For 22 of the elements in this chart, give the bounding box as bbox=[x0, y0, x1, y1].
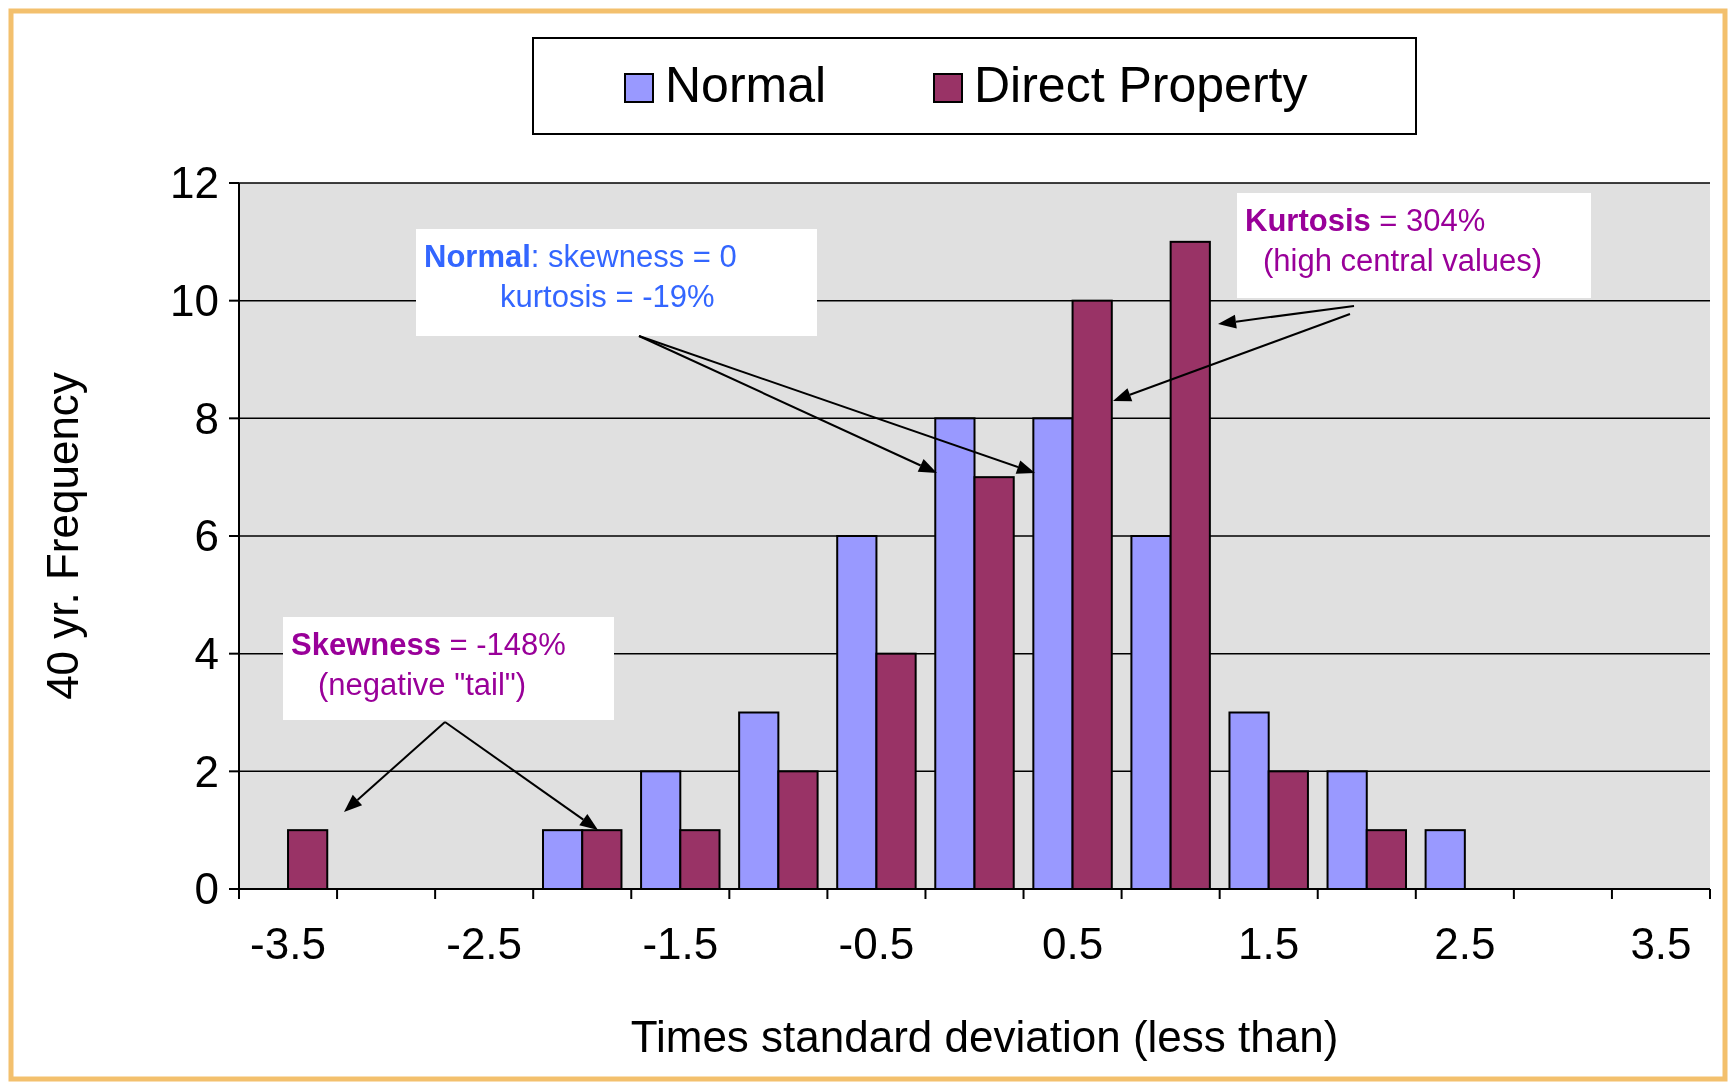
annotation: Normal: skewness = 0 kurtosis = -19% bbox=[424, 239, 737, 314]
y-tick-label: 6 bbox=[194, 511, 219, 561]
y-tick-label: 4 bbox=[194, 629, 219, 679]
y-tick-label: 8 bbox=[194, 393, 219, 443]
x-tick-label: -0.5 bbox=[838, 919, 915, 968]
y-tick-label: 12 bbox=[170, 158, 219, 208]
x-axis-title: Times standard deviation (less than) bbox=[630, 1012, 1339, 1061]
y-tick-label: 0 bbox=[194, 864, 219, 914]
x-tick-label: 0.5 bbox=[1041, 919, 1104, 968]
y-tick-label: 10 bbox=[170, 276, 219, 326]
annotation: Skewness = -148% (negative "tail") bbox=[291, 627, 566, 702]
y-tick-label: 2 bbox=[194, 746, 219, 796]
y-axis-title: 40 yr. Frequency bbox=[38, 372, 87, 700]
legend-label: Normal bbox=[665, 57, 827, 113]
x-tick-label: -1.5 bbox=[642, 919, 719, 968]
x-tick-label: 1.5 bbox=[1238, 919, 1300, 968]
x-tick-label: -3.5 bbox=[250, 919, 326, 968]
x-tick-label: 2.5 bbox=[1434, 919, 1496, 968]
legend-label: Direct Property bbox=[974, 57, 1308, 113]
x-tick-label: 3.5 bbox=[1630, 919, 1692, 968]
x-tick-label: -2.5 bbox=[446, 919, 523, 968]
annotation: Kurtosis = 304% (high central values) bbox=[1245, 203, 1543, 278]
